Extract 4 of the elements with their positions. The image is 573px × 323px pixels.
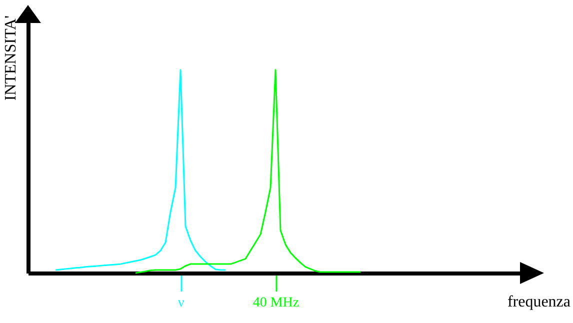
x-tick-label: ν bbox=[178, 296, 184, 310]
x-tick-label: 40 MHz bbox=[252, 296, 300, 310]
y-axis-title: INTENSITA' bbox=[2, 15, 20, 101]
x-axis-title: frequenza bbox=[507, 294, 570, 310]
